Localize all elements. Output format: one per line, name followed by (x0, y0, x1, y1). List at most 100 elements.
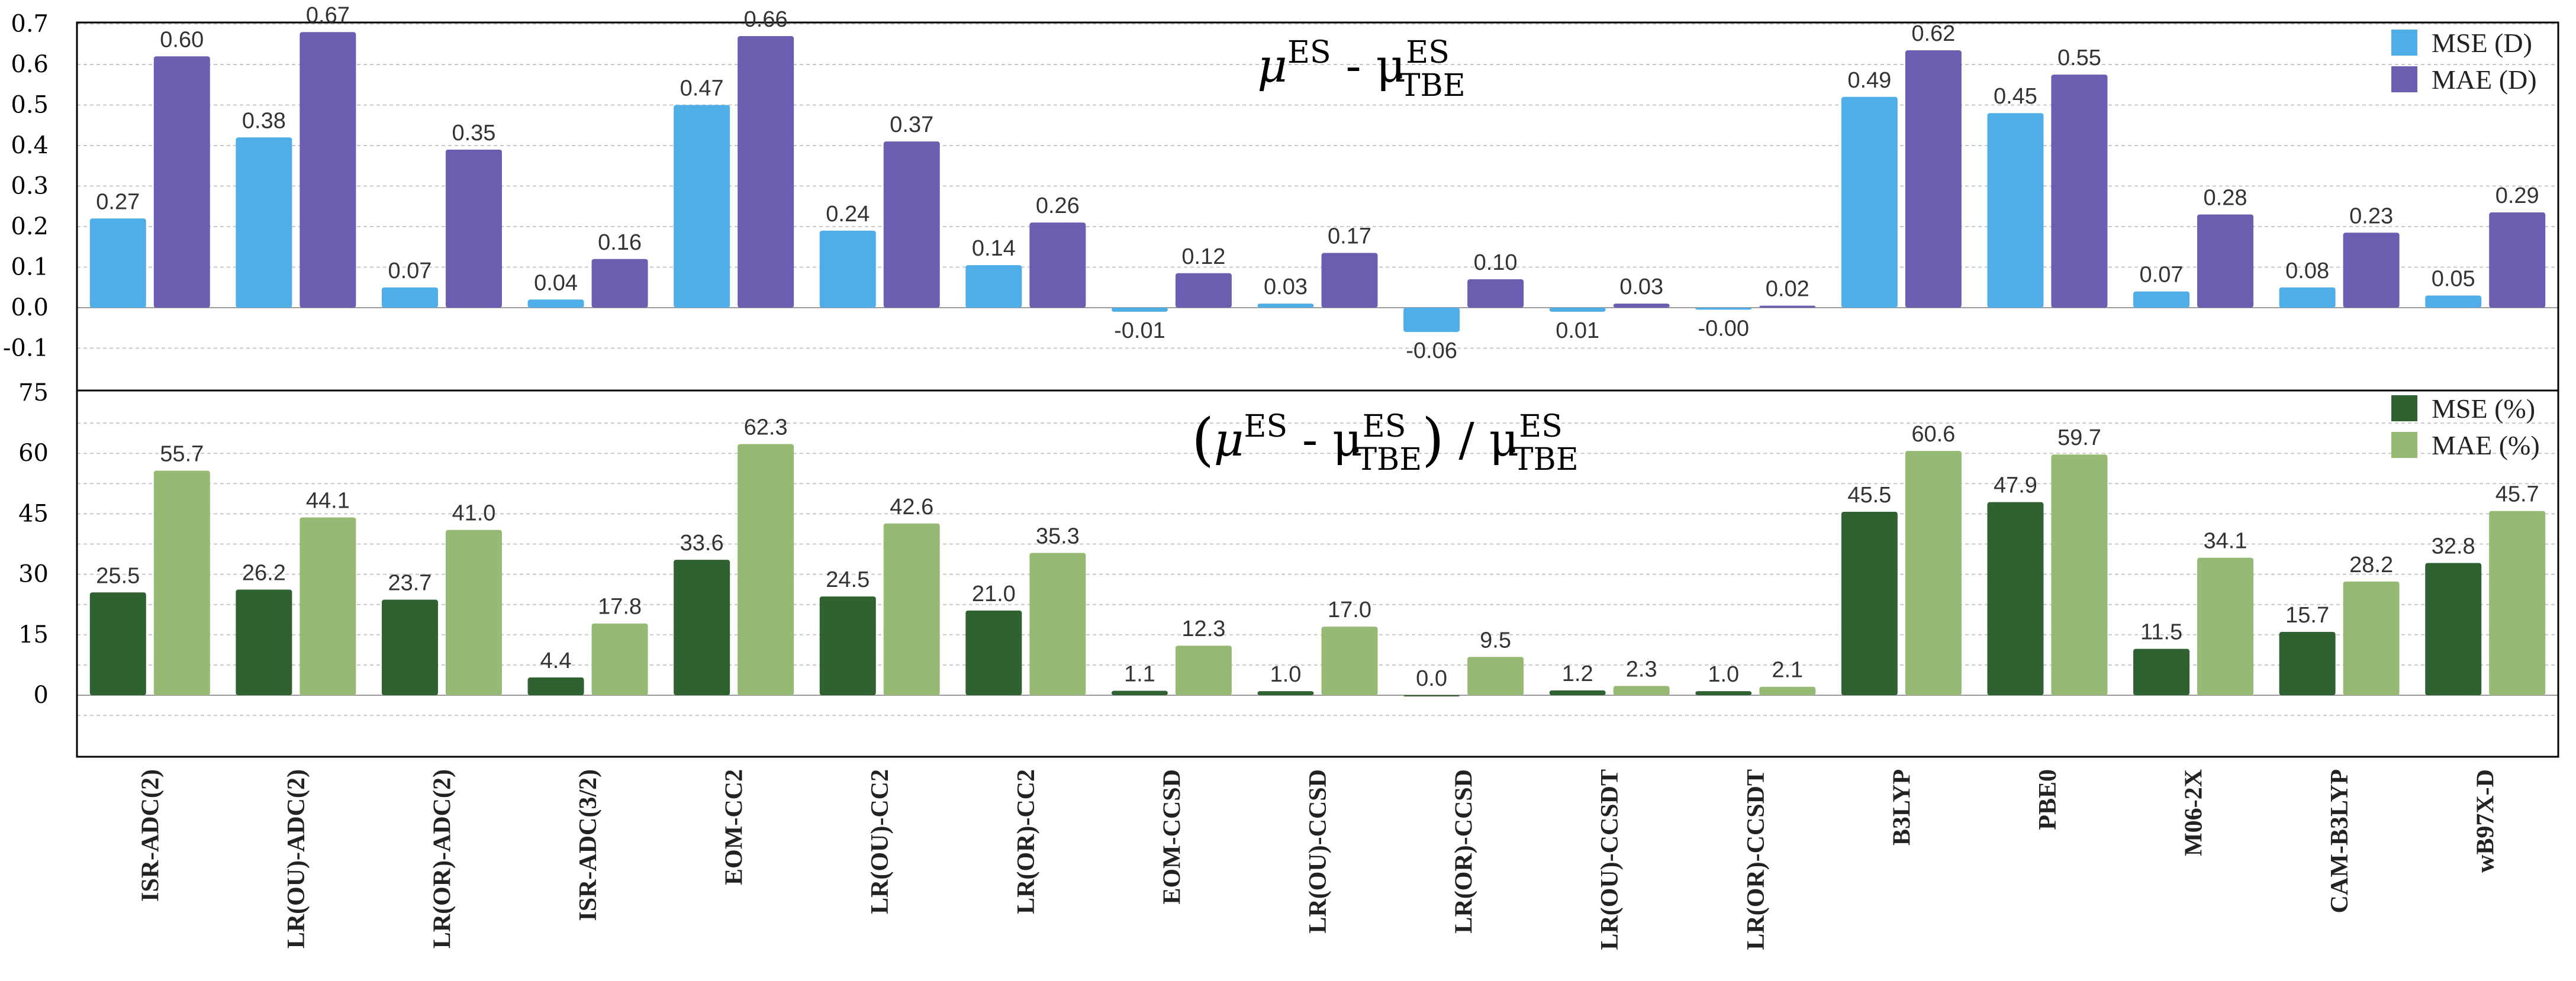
data-label: 21.0 (972, 582, 1016, 606)
data-label: 0.23 (2349, 204, 2393, 228)
data-label: 45.5 (1847, 483, 1891, 508)
bar-MSE (%) (965, 610, 1022, 695)
y-tick-label: 0.3 (11, 173, 49, 200)
data-label: 32.8 (2432, 534, 2475, 559)
data-label: 0.67 (306, 3, 350, 28)
bar-MAE (D) (1613, 304, 1670, 308)
bar-MAE (D) (1029, 222, 1086, 308)
data-label: 0.10 (1474, 250, 1518, 275)
data-label: 0.05 (2432, 266, 2475, 291)
bar-MAE (%) (2489, 511, 2546, 695)
y-tick-label: 0.6 (11, 51, 49, 78)
data-label: 15.7 (2285, 603, 2329, 628)
data-label: 0.28 (2204, 185, 2247, 210)
data-label: 0.01 (1556, 318, 1599, 343)
category-label: B3LYP (1888, 769, 1915, 846)
legend-swatch (2391, 66, 2417, 92)
data-label: 0.12 (1181, 244, 1225, 269)
bar-MAE (%) (153, 470, 210, 695)
category-label: CAM-B3LYP (2326, 769, 2353, 913)
bar-MAE (%) (2343, 581, 2400, 695)
bar-MSE (%) (236, 589, 292, 695)
legend-label: MSE (%) (2432, 393, 2535, 424)
y-tick-label: 0 (34, 682, 49, 709)
bar-MSE (D) (1987, 113, 2044, 308)
bar-MAE (%) (1175, 646, 1232, 695)
legend-swatch (2391, 30, 2417, 56)
bar-MSE (D) (965, 265, 1022, 308)
y-tick-label: 0.4 (11, 132, 49, 159)
bar-MAE (D) (300, 32, 356, 308)
data-label: 42.6 (890, 495, 933, 519)
data-label: 0.38 (242, 108, 286, 133)
data-label: 59.7 (2057, 425, 2101, 450)
data-label: 0.04 (534, 270, 578, 295)
data-label: 34.1 (2204, 529, 2247, 554)
data-label: 0.07 (388, 259, 432, 283)
data-label: 0.26 (1036, 193, 1080, 218)
data-label: 0.62 (1911, 21, 1955, 46)
bar-MSE (%) (2133, 648, 2190, 695)
y-tick-label: -0.1 (3, 335, 49, 362)
data-label: 0.45 (1994, 84, 2037, 109)
bottom-panel: 0 15 30 45 60 75 25.5 26.2 23.7 4.4 33.6 24.5 21.0 1.… (18, 379, 2559, 758)
data-label: 0.29 (2496, 183, 2539, 208)
y-tick-label: 75 (18, 379, 49, 406)
data-label: 55.7 (160, 441, 204, 466)
bar-MSE (%) (674, 560, 730, 695)
bar-MAE (D) (1321, 253, 1378, 308)
bar-MAE (%) (445, 530, 502, 695)
bar-MSE (D) (1111, 308, 1168, 312)
legend-label: MAE (%) (2432, 430, 2540, 460)
bar-MAE (D) (445, 149, 502, 308)
data-label: 17.8 (598, 595, 642, 619)
category-label: LR(OR)-CC2 (1013, 769, 1040, 914)
data-label: 60.6 (1911, 422, 1955, 447)
bar-MSE (%) (2425, 563, 2482, 695)
y-tick-label: 0.2 (11, 213, 49, 240)
bar-MSE (D) (1549, 308, 1606, 312)
category-label: LR(OR)-ADC(2) (429, 769, 456, 948)
category-label: LR(OU)-ADC(2) (283, 769, 310, 948)
data-label: 2.1 (1772, 658, 1803, 683)
y-tick-label: 45 (18, 500, 49, 527)
bar-MAE (D) (738, 36, 794, 308)
panel-title: μES - μES TBE (1257, 35, 1465, 104)
data-label: 0.37 (890, 112, 933, 137)
bar-MAE (D) (2197, 214, 2254, 308)
category-label: M06-2X (2181, 769, 2208, 856)
bar-MAE (%) (1029, 553, 1086, 695)
data-label: 33.6 (680, 531, 724, 556)
bar-MAE (%) (1321, 627, 1378, 695)
data-label: 41.0 (452, 501, 495, 526)
data-label: 11.5 (2140, 620, 2182, 645)
data-label: 0.03 (1619, 275, 1663, 299)
bar-MSE (D) (89, 218, 146, 308)
category-label: EOM-CC2 (721, 769, 748, 885)
y-tick-label: 0.7 (11, 11, 49, 38)
bar-MSE (%) (89, 592, 146, 695)
y-tick-label: 60 (18, 440, 49, 467)
bar-MAE (%) (738, 444, 794, 695)
data-label: 45.7 (2496, 482, 2539, 507)
legend-label: MAE (D) (2432, 64, 2537, 95)
data-label: 23.7 (388, 571, 432, 596)
bar-MSE (%) (1403, 695, 1460, 696)
bar-MAE (%) (883, 523, 940, 695)
bar-MAE (%) (591, 623, 648, 695)
data-label: 12.3 (1181, 617, 1225, 641)
category-axis: ISR-ADC(2) LR(OU)-ADC(2) LR(OR)-ADC(2) ISR-… (137, 769, 2499, 950)
bar-MSE (%) (1257, 691, 1314, 695)
data-label: -0.00 (1698, 316, 1749, 341)
data-label: -0.01 (1114, 318, 1165, 343)
plot-frame (76, 389, 2559, 758)
legend-swatch (2391, 395, 2417, 421)
bar-MAE (D) (153, 56, 210, 308)
data-label: 0.66 (744, 7, 788, 32)
bar-MAE (D) (1905, 50, 1962, 308)
bar-MAE (D) (883, 141, 940, 308)
category-label: LR(OU)-CCSD (1305, 769, 1332, 934)
bar-MSE (D) (674, 105, 730, 308)
y-tick-label: 0.5 (11, 92, 49, 119)
